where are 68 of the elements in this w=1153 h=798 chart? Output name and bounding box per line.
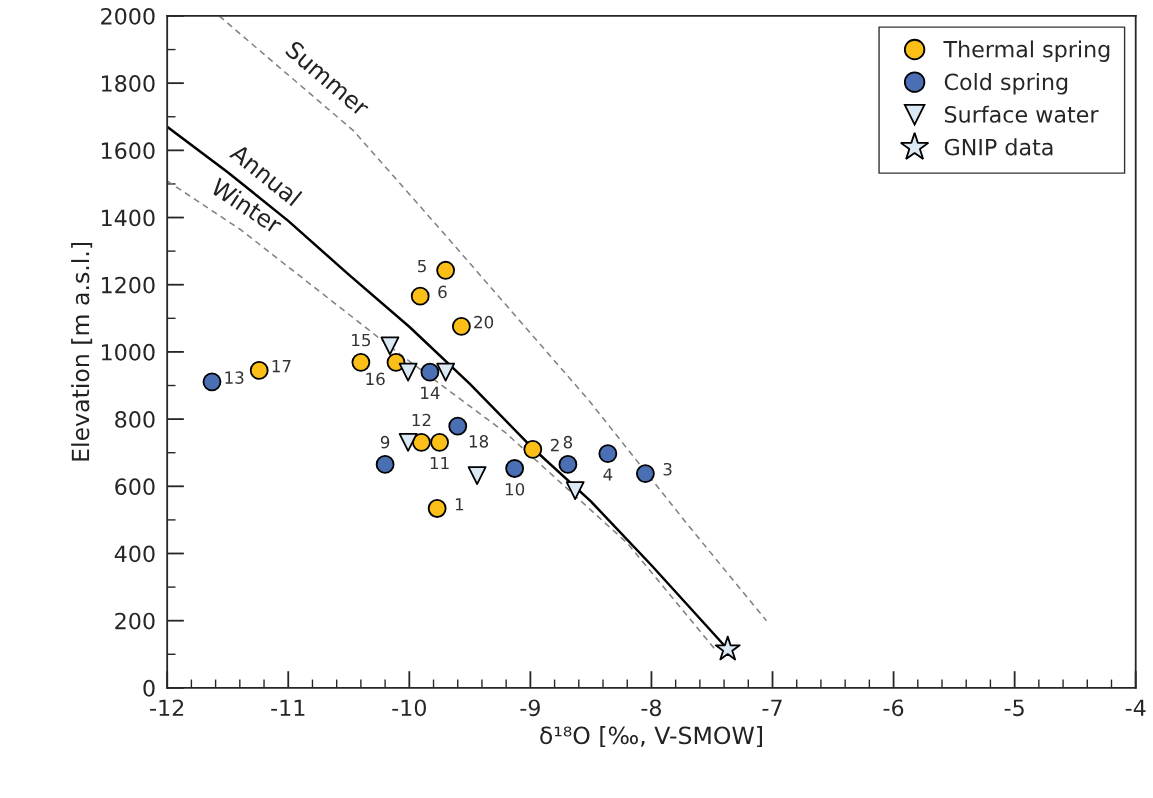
annotation: 4 — [603, 468, 613, 481]
annotation: 5 — [418, 259, 426, 273]
annotation: 9 — [380, 435, 390, 449]
y-tick-label: 200 — [115, 612, 155, 630]
annotation: 15 — [352, 333, 371, 347]
point — [380, 336, 400, 356]
point — [523, 439, 543, 459]
point — [351, 352, 371, 372]
point — [398, 362, 418, 382]
point — [505, 459, 525, 478]
annotation: 1 — [455, 498, 464, 511]
x-tick-label: -6 — [883, 699, 904, 717]
point — [467, 466, 487, 485]
y-tick-label: 400 — [114, 545, 155, 563]
x-tick-label: -8 — [641, 699, 661, 717]
annotation: 16 — [366, 372, 385, 386]
point — [427, 499, 447, 518]
point — [448, 416, 468, 436]
annotation: 18 — [469, 435, 489, 448]
y-tick-label: 1600 — [101, 142, 155, 160]
annotation: 10 — [505, 482, 525, 496]
annotation: 2 — [550, 438, 559, 452]
annotation: 17 — [272, 360, 291, 373]
point — [558, 455, 578, 474]
y-axis-title: Elevation [m a.s.l.] — [71, 242, 93, 461]
x-tick-label: -5 — [1004, 699, 1024, 717]
point — [565, 481, 585, 501]
point — [249, 360, 269, 380]
legend-label: GNIP data — [944, 138, 1053, 156]
x-tick-label: -12 — [150, 699, 184, 716]
point — [635, 464, 655, 483]
point — [398, 432, 418, 452]
annotation: 20 — [474, 315, 494, 329]
annotation: 12 — [412, 413, 431, 427]
point — [436, 362, 456, 382]
point — [410, 286, 430, 306]
annotation: 13 — [225, 371, 244, 384]
point — [412, 432, 431, 452]
point — [714, 635, 741, 661]
y-tick-label: 1200 — [101, 276, 155, 294]
x-tick-label: -11 — [271, 699, 305, 716]
legend-label: Thermal spring — [943, 40, 1110, 62]
point — [430, 432, 449, 452]
point — [598, 444, 618, 464]
annotation: 14 — [421, 386, 440, 399]
point — [202, 372, 222, 392]
x-tick-label: -4 — [1125, 699, 1146, 716]
annotation: 8 — [563, 435, 573, 449]
x-tick-label: -7 — [762, 699, 782, 716]
y-tick-label: 800 — [115, 411, 155, 428]
legend-label: Surface water — [944, 105, 1099, 123]
y-tick-label: 1400 — [101, 209, 155, 227]
y-tick-label: 0 — [143, 679, 155, 697]
x-tick-label: -9 — [520, 699, 540, 717]
annotation: 11 — [430, 456, 449, 470]
y-tick-label: 600 — [115, 478, 155, 496]
point — [451, 316, 471, 336]
legend-label: Cold spring — [944, 73, 1068, 95]
x-axis-title: δ¹⁸O [‰, V-SMOW] — [540, 726, 762, 748]
point — [375, 455, 395, 474]
point — [436, 260, 456, 280]
y-tick-label: 1800 — [101, 75, 155, 92]
point — [420, 362, 440, 382]
y-tick-label: 1000 — [101, 343, 155, 361]
annotation: 3 — [663, 462, 672, 476]
y-tick-label: 2000 — [101, 7, 155, 25]
annotation: 6 — [438, 285, 447, 299]
x-tick-label: -10 — [392, 699, 426, 717]
